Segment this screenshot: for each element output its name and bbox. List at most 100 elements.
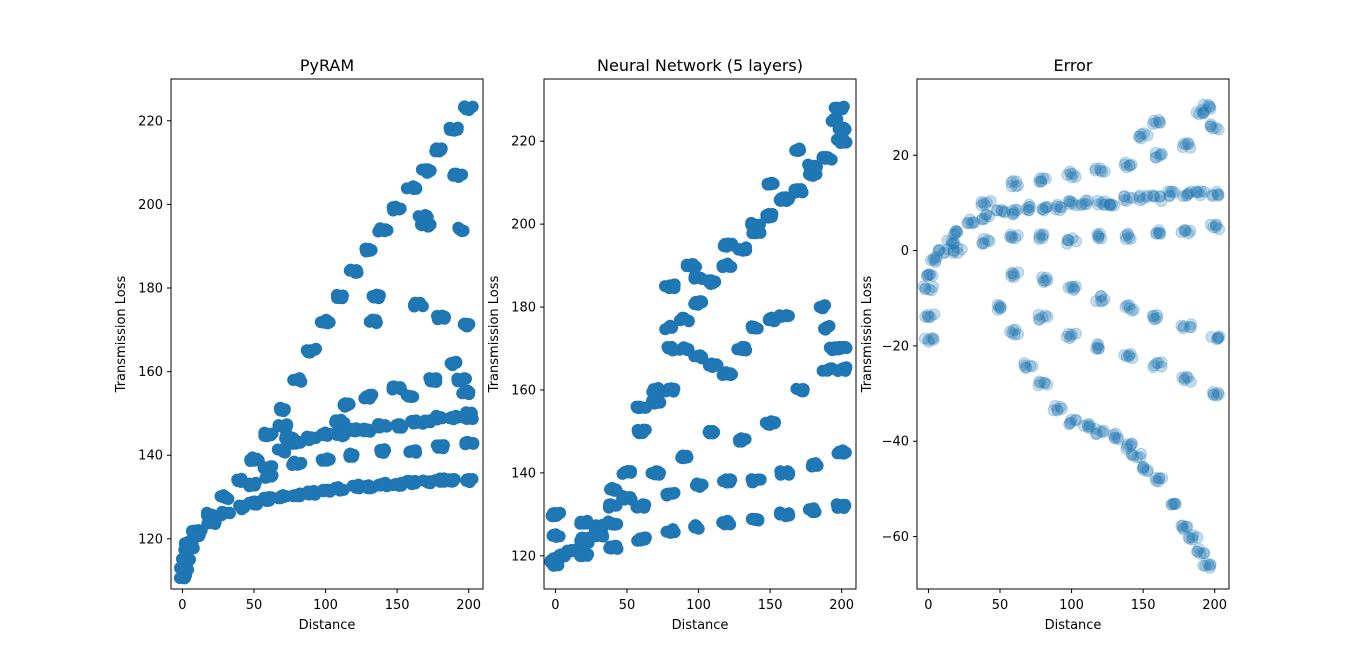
data-point	[1195, 104, 1208, 116]
data-point	[1148, 190, 1161, 203]
data-point	[249, 453, 262, 465]
data-point	[1119, 229, 1132, 242]
data-point	[1041, 274, 1054, 287]
data-point	[1051, 198, 1064, 211]
data-point	[1039, 309, 1052, 322]
data-point	[797, 384, 810, 396]
axes-frame	[543, 78, 857, 590]
data-point	[1212, 388, 1225, 401]
data-point	[1212, 386, 1225, 399]
data-point	[1150, 116, 1162, 129]
data-point	[1022, 201, 1035, 214]
data-point	[1132, 131, 1145, 143]
data-point	[1197, 107, 1210, 120]
data-point	[420, 416, 433, 429]
data-point	[1098, 195, 1111, 208]
data-point	[928, 308, 941, 321]
data-point	[1064, 417, 1076, 430]
data-point	[549, 529, 562, 542]
data-point	[1153, 190, 1166, 203]
data-point	[1069, 413, 1082, 426]
data-point	[1149, 313, 1162, 326]
data-point	[1141, 129, 1154, 142]
data-point	[1184, 141, 1197, 154]
data-point	[602, 501, 615, 514]
data-point	[1051, 403, 1064, 416]
data-point	[1009, 180, 1022, 193]
data-point	[695, 295, 708, 308]
data-point	[1026, 360, 1039, 373]
data-point	[1033, 233, 1046, 245]
data-point	[1150, 474, 1163, 487]
data-point	[1095, 165, 1108, 178]
data-point	[1121, 227, 1134, 240]
data-point	[1096, 295, 1109, 308]
data-point	[927, 280, 940, 293]
data-point	[1092, 230, 1105, 243]
data-point	[1182, 187, 1195, 200]
x-tick-label: 200	[456, 598, 481, 613]
data-point	[947, 237, 959, 250]
data-point	[321, 452, 334, 465]
data-point	[1020, 361, 1033, 374]
data-point	[376, 224, 389, 237]
data-point	[978, 212, 991, 225]
data-point	[805, 460, 818, 473]
data-point	[1120, 194, 1133, 207]
data-point	[1091, 341, 1104, 354]
data-point	[1009, 232, 1022, 245]
data-point	[1066, 280, 1079, 293]
data-point	[260, 430, 273, 443]
data-point	[462, 387, 475, 399]
data-point	[1067, 284, 1080, 296]
data-point	[1065, 195, 1078, 208]
data-point	[976, 212, 989, 225]
data-point	[189, 529, 202, 542]
data-point	[1063, 198, 1076, 210]
data-point	[1120, 350, 1133, 363]
data-point	[1033, 375, 1046, 388]
data-point	[1147, 189, 1159, 202]
data-point	[1204, 100, 1216, 113]
data-point	[923, 268, 936, 281]
data-point	[967, 216, 980, 229]
data-point	[1079, 194, 1092, 207]
data-point	[1053, 204, 1066, 217]
data-point	[1069, 170, 1082, 183]
data-point	[1150, 309, 1163, 321]
data-point	[1040, 201, 1052, 214]
data-point	[922, 333, 935, 346]
data-point	[928, 251, 941, 264]
x-tick-label: 0	[924, 598, 932, 613]
data-point	[457, 373, 470, 386]
data-point	[1065, 328, 1078, 341]
data-point	[924, 254, 937, 267]
data-point	[949, 224, 962, 237]
data-point	[1186, 531, 1199, 544]
data-point	[1202, 98, 1215, 111]
data-point	[1011, 229, 1024, 242]
data-point	[261, 494, 274, 507]
data-point	[1202, 558, 1214, 571]
data-point	[1054, 400, 1067, 413]
data-point	[1149, 472, 1162, 484]
data-point	[1147, 309, 1160, 322]
data-point	[1008, 328, 1021, 341]
data-point	[921, 308, 934, 321]
data-point	[274, 490, 287, 503]
data-point	[925, 332, 938, 345]
data-point	[248, 498, 261, 511]
data-point	[1056, 402, 1068, 415]
data-point	[1123, 191, 1136, 204]
data-point	[766, 176, 778, 189]
data-point	[401, 474, 414, 487]
data-point	[1138, 127, 1151, 140]
data-point	[272, 420, 285, 433]
data-point	[975, 199, 988, 212]
data-point	[1179, 138, 1192, 151]
data-point	[1125, 448, 1138, 461]
data-point	[346, 422, 359, 435]
data-point	[1178, 320, 1190, 333]
data-point	[1037, 172, 1050, 185]
